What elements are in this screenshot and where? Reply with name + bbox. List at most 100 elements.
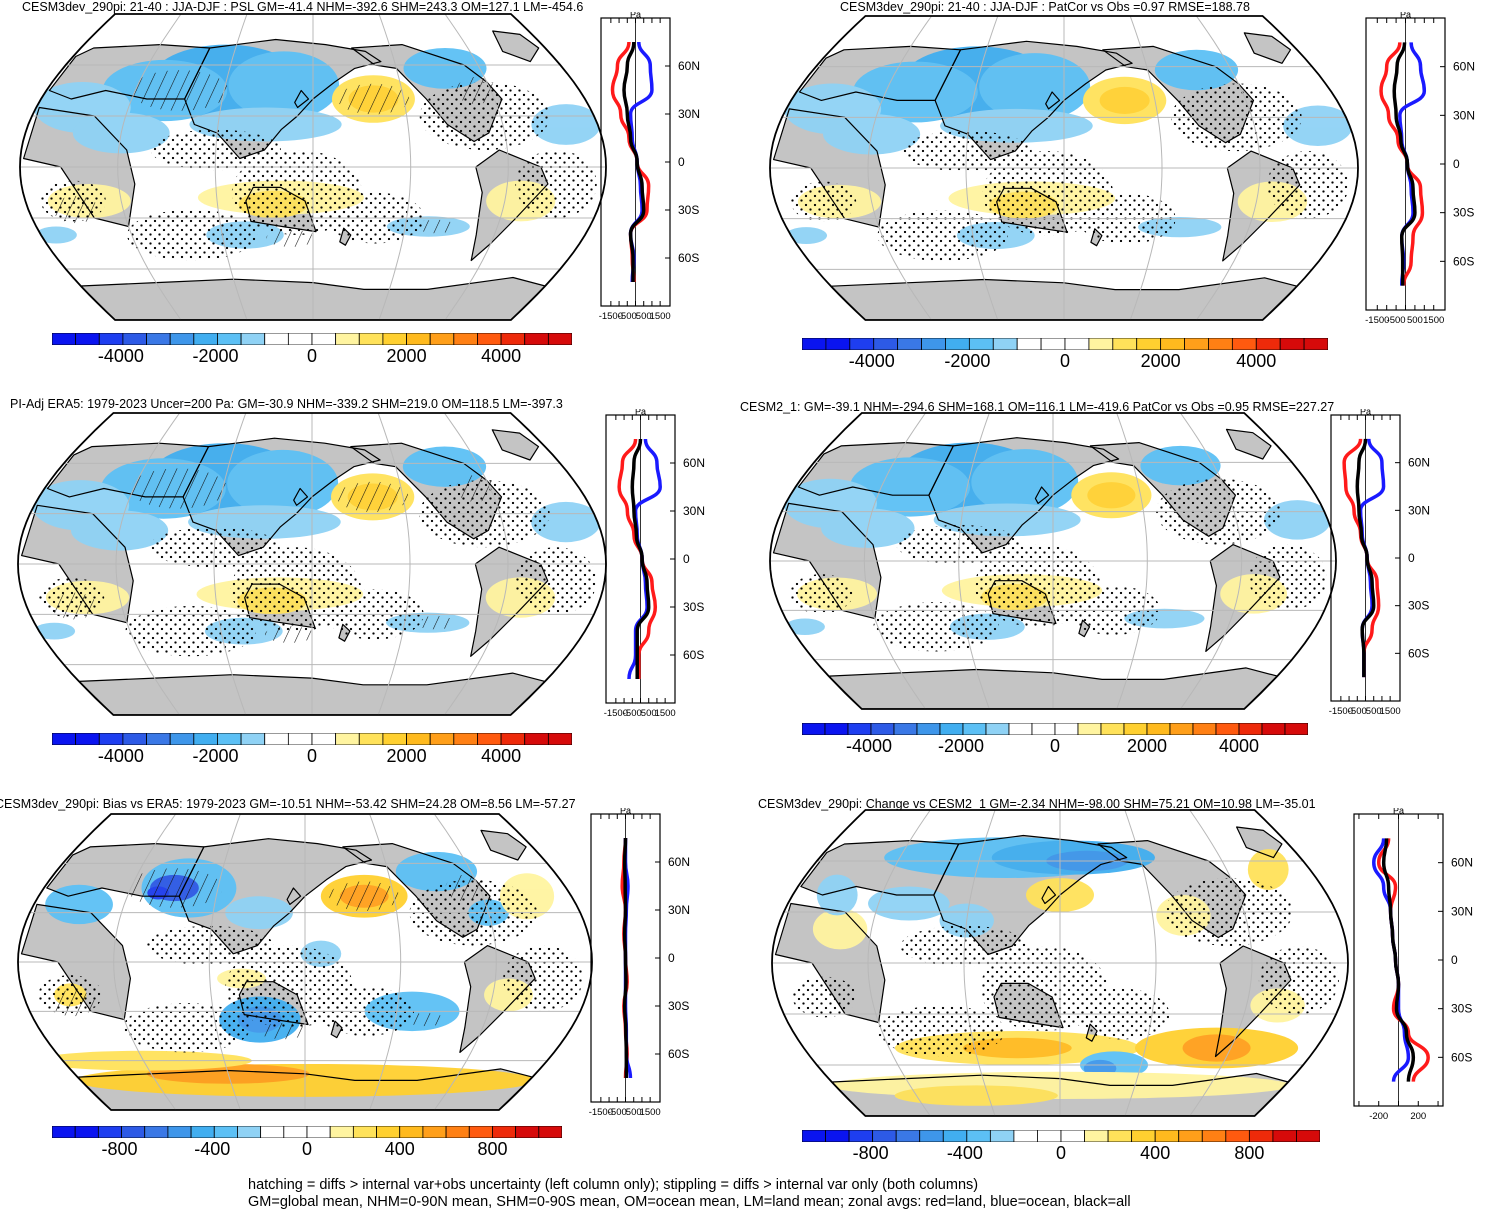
lat-label: 0 [668,951,675,965]
coast-greenland [1243,32,1292,64]
meridian [1129,16,1163,320]
colorbar-swatch [1084,1130,1109,1142]
colorbar-swatch [311,733,337,745]
colorbar-tick-label: 2000 [1127,736,1168,756]
stipple-region [1267,151,1349,219]
colorbar-swatch [144,1126,169,1138]
panel-title: CESM3dev_290pi: 21-40 : JJA-DJF : PSL GM… [22,0,584,14]
colorbar-swatch [966,1130,991,1142]
colorbar-swatch [1112,338,1138,350]
stipple-region [1258,946,1339,1014]
coast-australia [987,580,1057,625]
x-tick-label: -1500 [589,1107,613,1116]
zonal-series-all [622,41,646,282]
coast-europe [46,843,205,897]
lat-label: 0 [678,155,685,169]
colorbar-swatch [1296,1130,1320,1142]
graticule [18,814,592,1110]
x-tick-label: -1500 [1365,315,1389,324]
anomaly-blob [402,446,487,487]
colorbar-tick-label: -800 [852,1143,889,1163]
lat-label: 30N [678,107,700,121]
colorbar-swatch [240,733,266,745]
colorbar [802,723,1308,735]
lat-label: 60N [1453,60,1475,74]
coast-japan [1041,885,1057,905]
colorbar-swatch [74,1126,99,1138]
x-tick-label: -1500 [1329,706,1353,715]
colorbar-tick-label: 400 [1140,1143,1171,1163]
colorbar-swatch [52,1126,76,1138]
meridian [369,814,402,1110]
lat-label: 60S [683,648,704,662]
x-tick-label: -500 [618,311,637,320]
panel-title: CESM3dev_290pi: Bias vs ERA5: 1979-2023 … [0,797,576,811]
coast-nz [339,227,352,246]
coast-antarctica [831,1072,1289,1116]
colorbar-swatch [919,1130,944,1142]
colorbar-swatch [122,333,147,345]
colorbar-tick-label: 4000 [481,746,522,766]
zonal-unit: Pa [630,12,641,20]
lat-label: 0 [1408,551,1415,565]
zonal-series-all [630,438,651,679]
coast-asia [933,834,1128,956]
colorbar [802,1130,1320,1142]
meridian [378,14,412,320]
colorbar-swatch [477,733,502,745]
colorbar-tick-label: 2000 [386,346,427,366]
colorbar-swatch [968,338,994,350]
colorbar [52,333,572,345]
colorbar-tick-label: -2000 [944,351,991,371]
colorbar-swatch [1064,338,1090,350]
hatch-region [266,229,315,247]
colorbar-swatch [1192,723,1217,735]
colorbar-swatch [329,1126,354,1138]
panel-title: CESM3dev_290pi: Change vs CESM2_1 GM=-2.… [758,797,1316,811]
x-tick-label: 1500 [1380,706,1401,715]
coastlines [773,32,1301,320]
colorbar-swatch [287,333,313,345]
coast-europe [798,45,962,101]
meridian [958,413,990,709]
zonal-unit: Pa [1360,409,1371,417]
lat-label: 60N [1451,856,1473,870]
colorbar-swatch [1123,723,1148,735]
anomaly-blob [1087,482,1136,509]
colorbar-swatch [1131,1130,1156,1142]
colorbar-swatch [122,733,147,745]
coast-namerica [1089,442,1236,537]
colorbar-swatch [1215,723,1240,735]
coast-nz [1085,1023,1098,1042]
colorbar-swatch [445,1126,470,1138]
colorbar-swatch [985,723,1010,735]
coast-japan [294,89,310,109]
colorbar-swatch [547,733,572,745]
colorbar-tick-label: 2000 [386,746,427,766]
lat-label: 30S [1453,206,1474,220]
anomaly-blob [894,1085,1058,1106]
coast-japan [286,887,302,905]
lat-label: 30S [678,203,699,217]
meridian [113,814,177,1110]
meridian [443,413,509,715]
coast-nz [1090,228,1103,247]
meridian [1180,413,1243,709]
panel-change: CESM3dev_290pi: Change vs CESM2_1 GM=-2.… [750,794,1500,1174]
colorbar-labels: -4000 -2000 0 2000 4000 [802,351,1328,375]
land-greenland [1244,32,1291,64]
coast-samerica [470,149,549,262]
robinson-map [769,412,1337,710]
colorbar-swatch [75,733,100,745]
colorbar-swatch [524,733,549,745]
colorbar-swatch [217,733,242,745]
hatch-region [51,592,97,620]
lat-label: 60S [678,251,699,265]
coast-antarctica [828,667,1278,709]
colorbar-swatch [1107,1130,1133,1142]
robinson-map [771,809,1349,1117]
graticule [770,16,1358,320]
coastlines [772,428,1281,709]
colorbar-swatch [453,733,478,745]
